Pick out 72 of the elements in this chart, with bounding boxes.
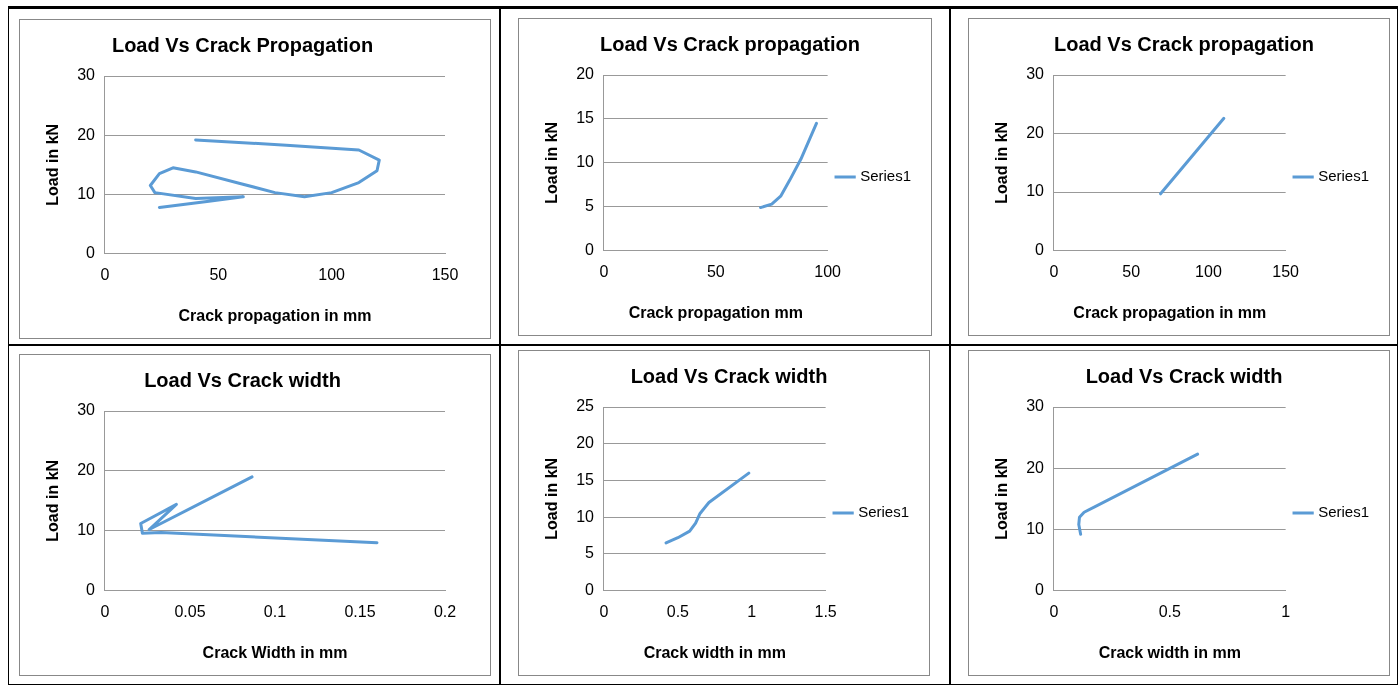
y-tick-label: 0 (86, 581, 96, 599)
x-tick-label: 0.05 (174, 602, 206, 620)
y-tick-label: 10 (77, 521, 96, 539)
x-tick-label: 0 (100, 265, 110, 283)
x-tick-label: 0.15 (344, 602, 376, 620)
x-axis-title: Crack width in mm (1098, 643, 1241, 661)
legend-label: Series1 (860, 167, 911, 185)
x-tick-label: 0 (1049, 262, 1059, 280)
x-tick-label: 150 (1272, 262, 1300, 280)
x-tick-label: 0.5 (666, 602, 690, 620)
chart-title: Load Vs Crack propagation (599, 32, 861, 55)
y-tick-label: 20 (77, 461, 96, 479)
y-tick-label: 10 (1026, 519, 1045, 537)
chart-title: Load Vs Crack width (1085, 364, 1283, 387)
y-axis-title: Load in kN (44, 123, 62, 206)
x-tick-label: 1 (1281, 602, 1291, 620)
y-tick-label: 25 (576, 397, 595, 415)
x-tick-label: 100 (814, 262, 842, 280)
y-tick-label: 20 (1026, 458, 1045, 476)
y-tick-label: 15 (576, 109, 595, 127)
y-tick-label: 0 (86, 244, 96, 262)
chart-title: Load Vs Crack width (630, 364, 828, 387)
y-tick-label: 0 (585, 241, 595, 259)
x-axis-title: Crack propagation in mm (1073, 303, 1267, 321)
x-tick-label: 0 (1049, 602, 1059, 620)
x-tick-label: 100 (1195, 262, 1222, 280)
x-tick-label: 0.2 (433, 602, 457, 620)
y-tick-label: 20 (576, 65, 595, 83)
x-tick-label: 0 (599, 602, 609, 620)
y-tick-label: 10 (576, 153, 595, 171)
chart-title: Load Vs Crack width (144, 368, 341, 391)
x-tick-label: 50 (706, 262, 725, 280)
y-tick-label: 10 (1026, 182, 1045, 200)
chart-title: Load Vs Crack Propagation (111, 33, 374, 56)
legend-label: Series1 (1318, 503, 1369, 521)
x-tick-label: 0.5 (1158, 602, 1182, 620)
legend-label: Series1 (858, 503, 909, 521)
x-tick-label: 1.5 (814, 602, 837, 620)
y-tick-label: 10 (77, 184, 96, 202)
chart-title: Load Vs Crack propagation (1053, 32, 1315, 55)
y-tick-label: 30 (77, 66, 96, 84)
y-axis-title: Load in kN (993, 457, 1011, 540)
x-tick-label: 0.1 (263, 602, 287, 620)
y-tick-label: 5 (585, 544, 595, 562)
x-tick-label: 0 (100, 602, 110, 620)
y-tick-label: 0 (1035, 241, 1045, 259)
y-tick-label: 20 (1026, 123, 1045, 141)
x-axis-title: Crack propagation in mm (178, 306, 372, 324)
y-tick-label: 20 (576, 434, 595, 452)
x-tick-label: 50 (1122, 262, 1141, 280)
x-axis-title: Crack Width in mm (202, 643, 348, 661)
x-axis-title: Crack propagation mm (628, 303, 803, 321)
legend-label: Series1 (1318, 167, 1369, 185)
y-axis-title: Load in kN (543, 121, 561, 204)
x-tick-label: 1 (747, 602, 757, 620)
y-tick-label: 30 (1026, 65, 1045, 83)
y-axis-title: Load in kN (543, 457, 561, 540)
y-tick-label: 30 (1026, 397, 1045, 415)
y-tick-label: 20 (77, 125, 96, 143)
x-tick-label: 100 (318, 265, 346, 283)
y-tick-label: 0 (585, 581, 595, 599)
x-axis-title: Crack width in mm (643, 643, 786, 661)
y-tick-label: 10 (576, 507, 595, 525)
y-tick-label: 0 (1035, 581, 1045, 599)
y-tick-label: 15 (576, 470, 595, 488)
y-axis-title: Load in kN (44, 459, 62, 542)
y-axis-title: Load in kN (993, 121, 1011, 204)
y-tick-label: 5 (585, 197, 595, 215)
x-tick-label: 50 (209, 265, 228, 283)
y-tick-label: 30 (77, 401, 96, 419)
x-tick-label: 0 (599, 262, 609, 280)
x-tick-label: 150 (431, 265, 459, 283)
